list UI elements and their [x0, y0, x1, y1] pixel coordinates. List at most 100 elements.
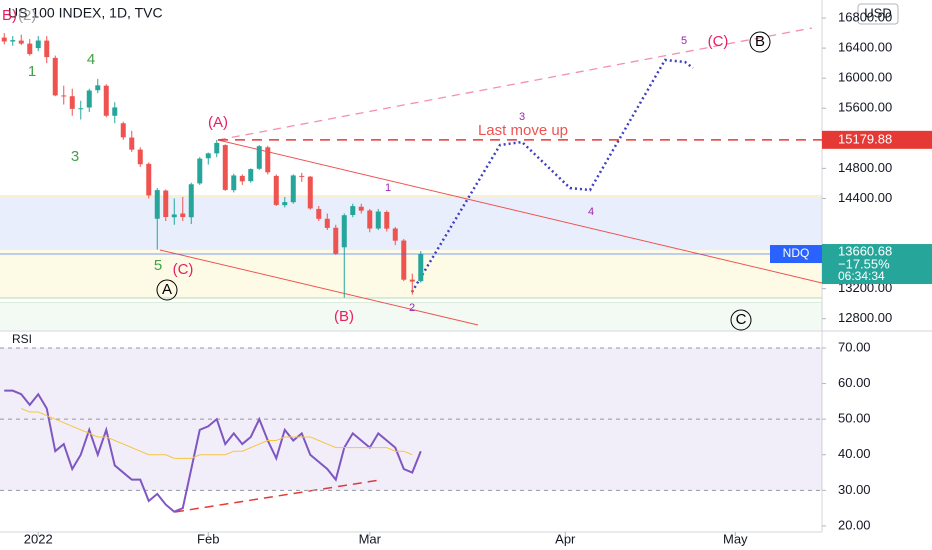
candle-body [265, 147, 271, 173]
currency-box [857, 3, 899, 25]
change-label: −17.55% [838, 256, 890, 271]
wave-label: (2) [18, 7, 36, 24]
wave-circle [730, 309, 752, 331]
candle-body [137, 149, 143, 165]
wave-label: Last move up [478, 122, 568, 139]
wave-label: (C) [708, 33, 729, 50]
wave-label: C [736, 311, 747, 328]
candle-body [1, 37, 7, 42]
candle-body [350, 206, 356, 215]
candle-body [409, 279, 415, 282]
candle-body [129, 137, 135, 150]
candle-body [78, 108, 84, 110]
wave-label: 1 [28, 63, 36, 80]
candle-body [180, 213, 186, 218]
rsi-line [21, 408, 413, 459]
candle-body [154, 190, 160, 219]
countdown-label: 06:34:34 [838, 269, 885, 283]
y-tick-label: 20.00 [838, 517, 871, 532]
wave-label: A [162, 281, 172, 298]
wave-label: 4 [588, 206, 594, 218]
last-price-box [822, 244, 932, 285]
candle-body [205, 153, 211, 159]
candle-body [333, 227, 339, 254]
candle-body [146, 163, 152, 196]
wave-label: 1 [385, 182, 391, 194]
candle-body [307, 176, 313, 209]
wave-label: 5 [154, 257, 162, 274]
candle-body [52, 57, 58, 96]
candle-body [120, 123, 126, 138]
symbol-box [770, 245, 822, 264]
trend-line [217, 139, 823, 284]
y-tick-label: 30.00 [838, 482, 871, 497]
wave-label: B) [2, 7, 17, 24]
x-tick-label: Feb [197, 531, 219, 546]
y-tick-label: 70.00 [838, 339, 871, 354]
candle-body [358, 206, 364, 211]
candle-body [248, 169, 254, 182]
candle-body [214, 142, 220, 154]
x-tick-label: May [723, 531, 748, 546]
y-tick-label: 16000.00 [838, 70, 892, 85]
candle-body [375, 211, 381, 229]
candle-body [392, 228, 398, 241]
last-price-label: 13660.68 [838, 243, 892, 258]
candle-body [256, 146, 262, 169]
wave-label: 3 [519, 111, 525, 123]
y-tick-label: 14400.00 [838, 190, 892, 205]
candle-body [163, 190, 169, 218]
symbol-label: NDQ [783, 246, 810, 260]
projection-path [410, 58, 694, 293]
candle-body [282, 202, 288, 206]
candle-body [384, 211, 390, 229]
y-tick-label: 40.00 [838, 446, 871, 461]
wave-label: B [755, 33, 765, 50]
zone [0, 197, 822, 250]
trend-line [217, 27, 813, 141]
wave-label: 2 [409, 302, 415, 314]
candle-body [324, 218, 330, 228]
candle-body [239, 175, 245, 182]
candle-body [10, 40, 16, 42]
zone [0, 250, 822, 298]
candle-body [418, 254, 424, 282]
divergence-line [174, 479, 381, 513]
x-tick-label: Mar [359, 531, 382, 546]
candle-body [231, 175, 237, 191]
currency: USD [864, 5, 891, 20]
candle-body [171, 214, 177, 218]
wave-label: 5 [681, 35, 687, 47]
wave-circle [156, 279, 178, 301]
candle-body [188, 184, 194, 218]
wave-label: (C) [173, 261, 194, 278]
y-tick-label: 60.00 [838, 375, 871, 390]
wave-label: (A) [208, 114, 228, 131]
level-label-box [822, 130, 932, 149]
candle-body [316, 208, 322, 219]
wave-label: 4 [87, 51, 95, 68]
candle-body [290, 175, 296, 203]
candle-body [61, 95, 67, 97]
candle-body [273, 175, 279, 205]
zone [0, 303, 822, 330]
y-tick-label: 50.00 [838, 411, 871, 426]
candle-body [69, 96, 75, 109]
chart-title: US 100 INDEX, 1D, TVC [8, 5, 163, 21]
candle-body [299, 175, 305, 177]
wave-circle [749, 31, 771, 53]
y-tick-label: 14800.00 [838, 160, 892, 175]
candle-body [95, 85, 101, 91]
y-tick-label: 16400.00 [838, 40, 892, 55]
candle-body [341, 215, 347, 248]
wave-label: (B) [334, 308, 354, 325]
candle-body [103, 85, 109, 116]
wave-label: 3 [71, 148, 79, 165]
candle-body [112, 107, 118, 116]
candle-body [86, 90, 92, 108]
candle-body [44, 40, 50, 58]
candle-body [18, 40, 24, 44]
rsi-line [4, 389, 422, 513]
candle-body [401, 240, 407, 280]
